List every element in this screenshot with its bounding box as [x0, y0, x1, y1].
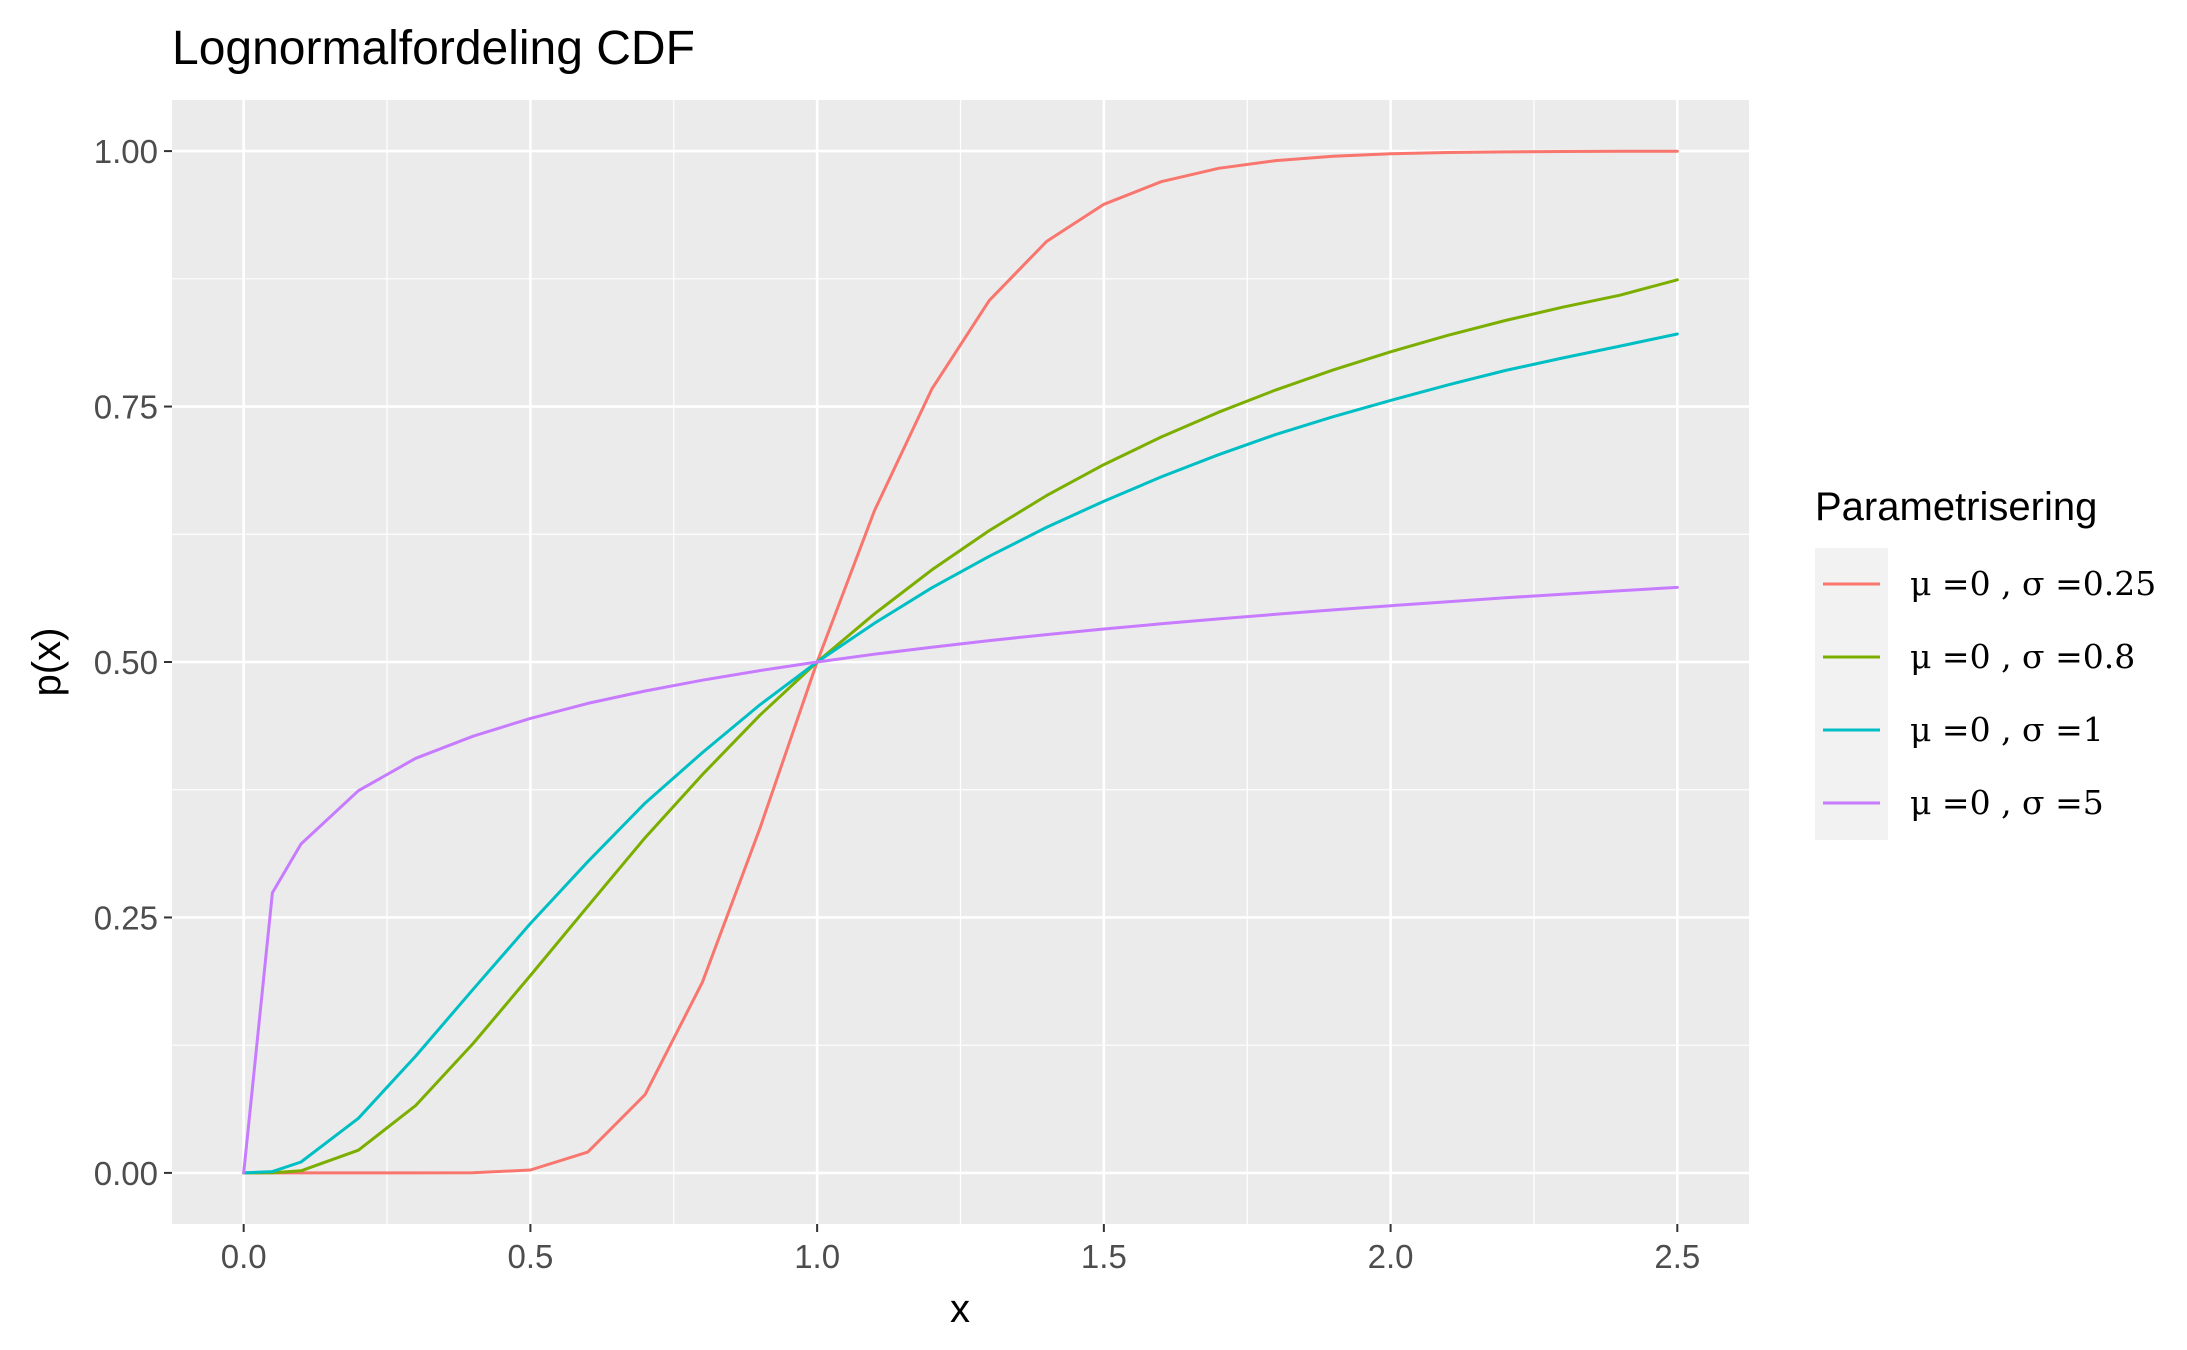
- legend-label-3: μ =0 , σ =1: [1910, 710, 2104, 749]
- legend-label-1: μ =0 , σ =0.25: [1910, 564, 2156, 603]
- series-line-3: [242, 332, 1679, 1175]
- chart-title: Lognormalfordeling CDF: [172, 22, 695, 75]
- legend-title: Parametrisering: [1815, 485, 2097, 529]
- x-tick-label: 2.5: [1654, 1238, 1700, 1275]
- y-axis-ticks: 0.00 0.25 0.50 0.75 1.00: [94, 133, 172, 1192]
- y-tick-label: 0.75: [94, 389, 158, 426]
- legend-key-background: [1815, 548, 1888, 840]
- x-axis-ticks: 0.0 0.5 1.0 1.5 2.0 2.5: [221, 1224, 1700, 1275]
- y-tick-label: 0.00: [94, 1155, 158, 1192]
- x-tick-label: 1.0: [794, 1238, 840, 1275]
- y-axis-title: p(x): [25, 628, 69, 697]
- legend-label-4: μ =0 , σ =5: [1910, 783, 2104, 822]
- x-tick-label: 1.5: [1081, 1238, 1127, 1275]
- x-tick-label: 0.5: [507, 1238, 553, 1275]
- legend-label-2: μ =0 , σ =0.8: [1910, 637, 2135, 676]
- series-line-4: [242, 585, 1679, 1175]
- x-tick-label: 0.0: [221, 1238, 267, 1275]
- series-lines: [242, 149, 1679, 1175]
- series-line-2: [242, 278, 1679, 1175]
- y-tick-label: 0.25: [94, 899, 158, 936]
- x-tick-label: 2.0: [1368, 1238, 1414, 1275]
- x-axis-title: x: [950, 1287, 970, 1331]
- y-tick-label: 1.00: [94, 133, 158, 170]
- y-tick-label: 0.50: [94, 644, 158, 681]
- series-line-1: [242, 149, 1679, 1175]
- legend: Parametrisering μ =0 , σ =0.25 μ =0 , σ =…: [1815, 485, 2156, 840]
